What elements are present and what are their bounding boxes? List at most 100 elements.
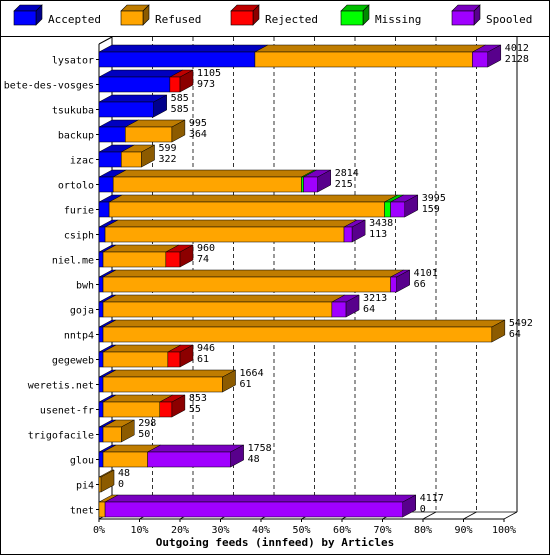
y-tick-label: csiph [64,231,94,242]
x-tick-label: 50% [292,525,310,536]
x-tick-label: 70% [373,525,391,536]
bar-side [100,469,115,493]
value-label-accepted: 61 [240,379,252,390]
bar-segment-missing [301,176,304,193]
bar-side [404,194,419,218]
bar-segment-top [102,294,345,303]
y-tick-label: goja [70,306,94,317]
bar-segment-refused [121,151,142,168]
bar-segment-top [113,169,315,178]
y-tick-label: tnet [70,506,94,517]
bar-group-trigofacile [98,419,135,443]
bar-segment-accepted [98,76,171,93]
bar-side [491,319,506,343]
y-tick-label: pi4 [76,481,94,492]
bar-segment-spooled [331,301,347,318]
x-tick-label: 80% [414,525,432,536]
bar-side [171,394,186,418]
bar-group-nntp4 [98,319,506,343]
value-label-accepted: 159 [422,204,440,215]
legend-label: Missing [375,13,421,26]
bar-segment-refused [102,251,167,268]
bar-segment-rejected [167,351,181,368]
x-tick-label: 60% [333,525,351,536]
value-label-offered: 2814 [335,168,359,179]
value-label-accepted: 585 [171,104,189,115]
legend-swatch [13,10,37,26]
y-tick-label: nntp4 [64,331,94,342]
bar-side [222,369,236,393]
bars [98,44,506,518]
bar-group-pi4 [98,469,115,493]
bar-group-bwh [98,269,410,293]
bar-segment-accepted [98,351,104,368]
bar-segment-rejected [169,76,181,93]
floor-grid-diagonal [503,511,518,520]
value-label-accepted: 364 [189,129,207,140]
bar-segment-top [102,269,404,278]
bar-segment-accepted [98,201,110,218]
value-label-offered: 585 [171,93,189,104]
bar-side [230,444,244,468]
bar-segment-missing [384,201,391,218]
legend-item-refused: Refused [120,4,201,26]
bar-side [153,94,167,118]
bar-segment-spooled [303,176,318,193]
value-label-offered: 599 [159,143,177,154]
bar-segment-refused [102,451,148,468]
value-label-offered: 3438 [369,218,393,229]
x-tick-label: 90% [454,525,472,536]
value-label-offered: 3995 [422,193,446,204]
bar-group-glou [98,444,244,468]
bar-segment-top [109,194,398,203]
value-label-accepted: 74 [197,254,209,265]
chart-title: Outgoing feeds (innfeed) by Articles [156,536,394,549]
legend-item-rejected: Rejected [230,4,318,26]
bar-segment-rejected [165,251,181,268]
value-label-offered: 48 [118,468,130,479]
bar-side [402,494,416,518]
value-label-accepted: 322 [159,154,177,165]
value-label-accepted: 66 [414,279,426,290]
bar-segment-accepted [98,151,122,168]
bar-segment-spooled [390,201,406,218]
value-label-offered: 853 [189,393,207,404]
legend-label: Accepted [48,13,101,26]
bar-segment-accepted [98,276,104,293]
bar-segment-refused [102,326,493,343]
bar-segment-accepted [98,326,104,343]
bar-side [317,169,331,193]
value-label-accepted: 55 [189,404,201,415]
legend-item-accepted: Accepted [13,4,101,26]
bar-group-weretis.net [98,369,236,393]
bar-segment-refused [98,501,106,518]
value-label-accepted: 113 [369,229,387,240]
y-tick-label: niel.me [52,256,94,267]
bar-segment-accepted [98,426,104,443]
bar-segment-top [102,319,505,328]
bar-segment-refused [108,201,385,218]
bar-segment-spooled [147,451,231,468]
bar-segment-accepted [98,401,104,418]
bar-segment-accepted [98,101,154,118]
bar-side [345,294,360,318]
bar-segment-top [98,69,183,78]
value-label-accepted: 0 [118,479,124,490]
bar-segment-refused [102,351,169,368]
value-label-offered: 960 [197,243,215,254]
value-label-offered: 1105 [197,68,221,79]
bar-segment-spooled [343,226,353,243]
bar-side [179,244,194,268]
bar-segment-accepted [98,226,106,243]
value-label-offered: 4101 [414,268,438,279]
bar-group-goja [98,294,360,318]
x-tick-label: 0% [93,525,105,536]
value-label-accepted: 0 [420,504,426,515]
value-label-offered: 4117 [420,493,444,504]
legend: Accepted Refused Rejected Missing Spooled [13,4,532,26]
bar-segment-refused [125,126,173,143]
bar-group-csiph [98,219,366,243]
bar-segment-accepted [98,51,256,68]
bar-segment-top [104,219,358,228]
